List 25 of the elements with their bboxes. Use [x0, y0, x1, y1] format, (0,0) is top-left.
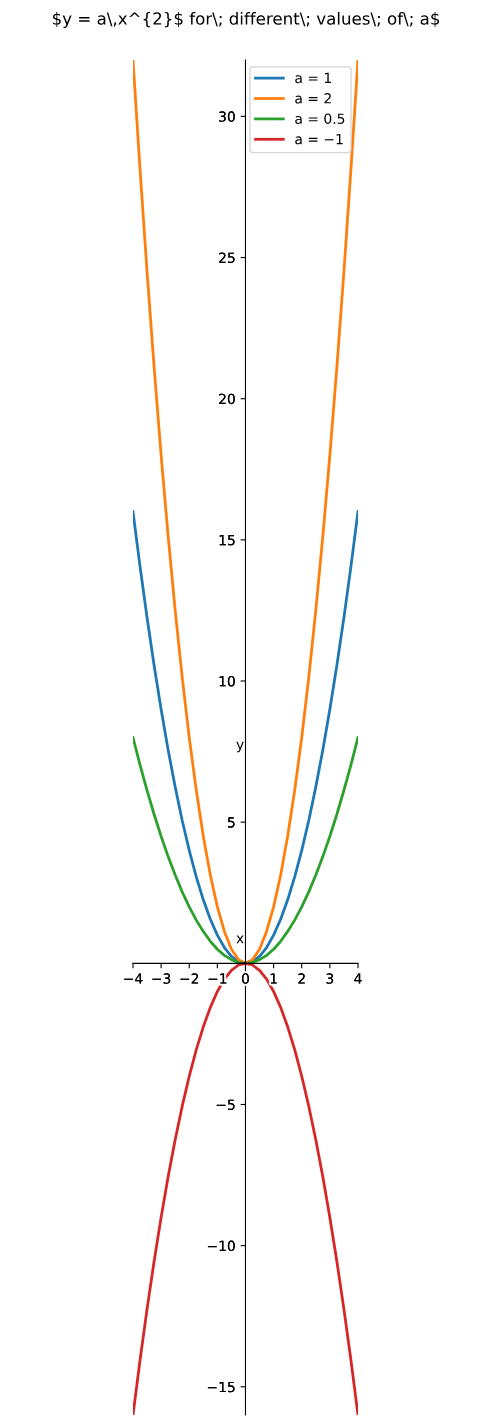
x-tick-label: −3: [152, 973, 171, 984]
y-tick-label: 10: [219, 675, 235, 687]
y-tick-label: 25: [219, 252, 235, 264]
legend-label: a = 0.5: [295, 113, 345, 124]
x-tick-label: 2: [298, 973, 305, 984]
y-tick-label: 5: [228, 817, 235, 828]
chart-title: $y = a\,x^{2}$ for\; different\; values\; of\; a$: [52, 11, 440, 29]
legend-label: a = 1: [295, 72, 331, 84]
y-tick-label: −5: [216, 1099, 235, 1110]
y-tick-label: 15: [219, 535, 235, 546]
y-tick-label: 30: [219, 111, 235, 122]
y-axis-title: y: [236, 741, 244, 753]
legend-label: a = −1: [295, 134, 343, 145]
x-tick-label: −4: [124, 973, 143, 984]
y-tick-label: −15: [207, 1381, 235, 1393]
legend-label: a = 2: [295, 93, 331, 104]
line-series: [132, 736, 358, 965]
x-tick-label: 1: [270, 973, 277, 984]
x-axis-title: x: [236, 935, 244, 944]
y-tick-label: 20: [219, 393, 235, 405]
y-tick-label: −10: [207, 1240, 235, 1252]
x-tick-label: 4: [354, 973, 362, 984]
x-tick-label: 3: [326, 973, 334, 984]
x-tick-label: −2: [180, 973, 199, 984]
line-series: [132, 59, 358, 965]
